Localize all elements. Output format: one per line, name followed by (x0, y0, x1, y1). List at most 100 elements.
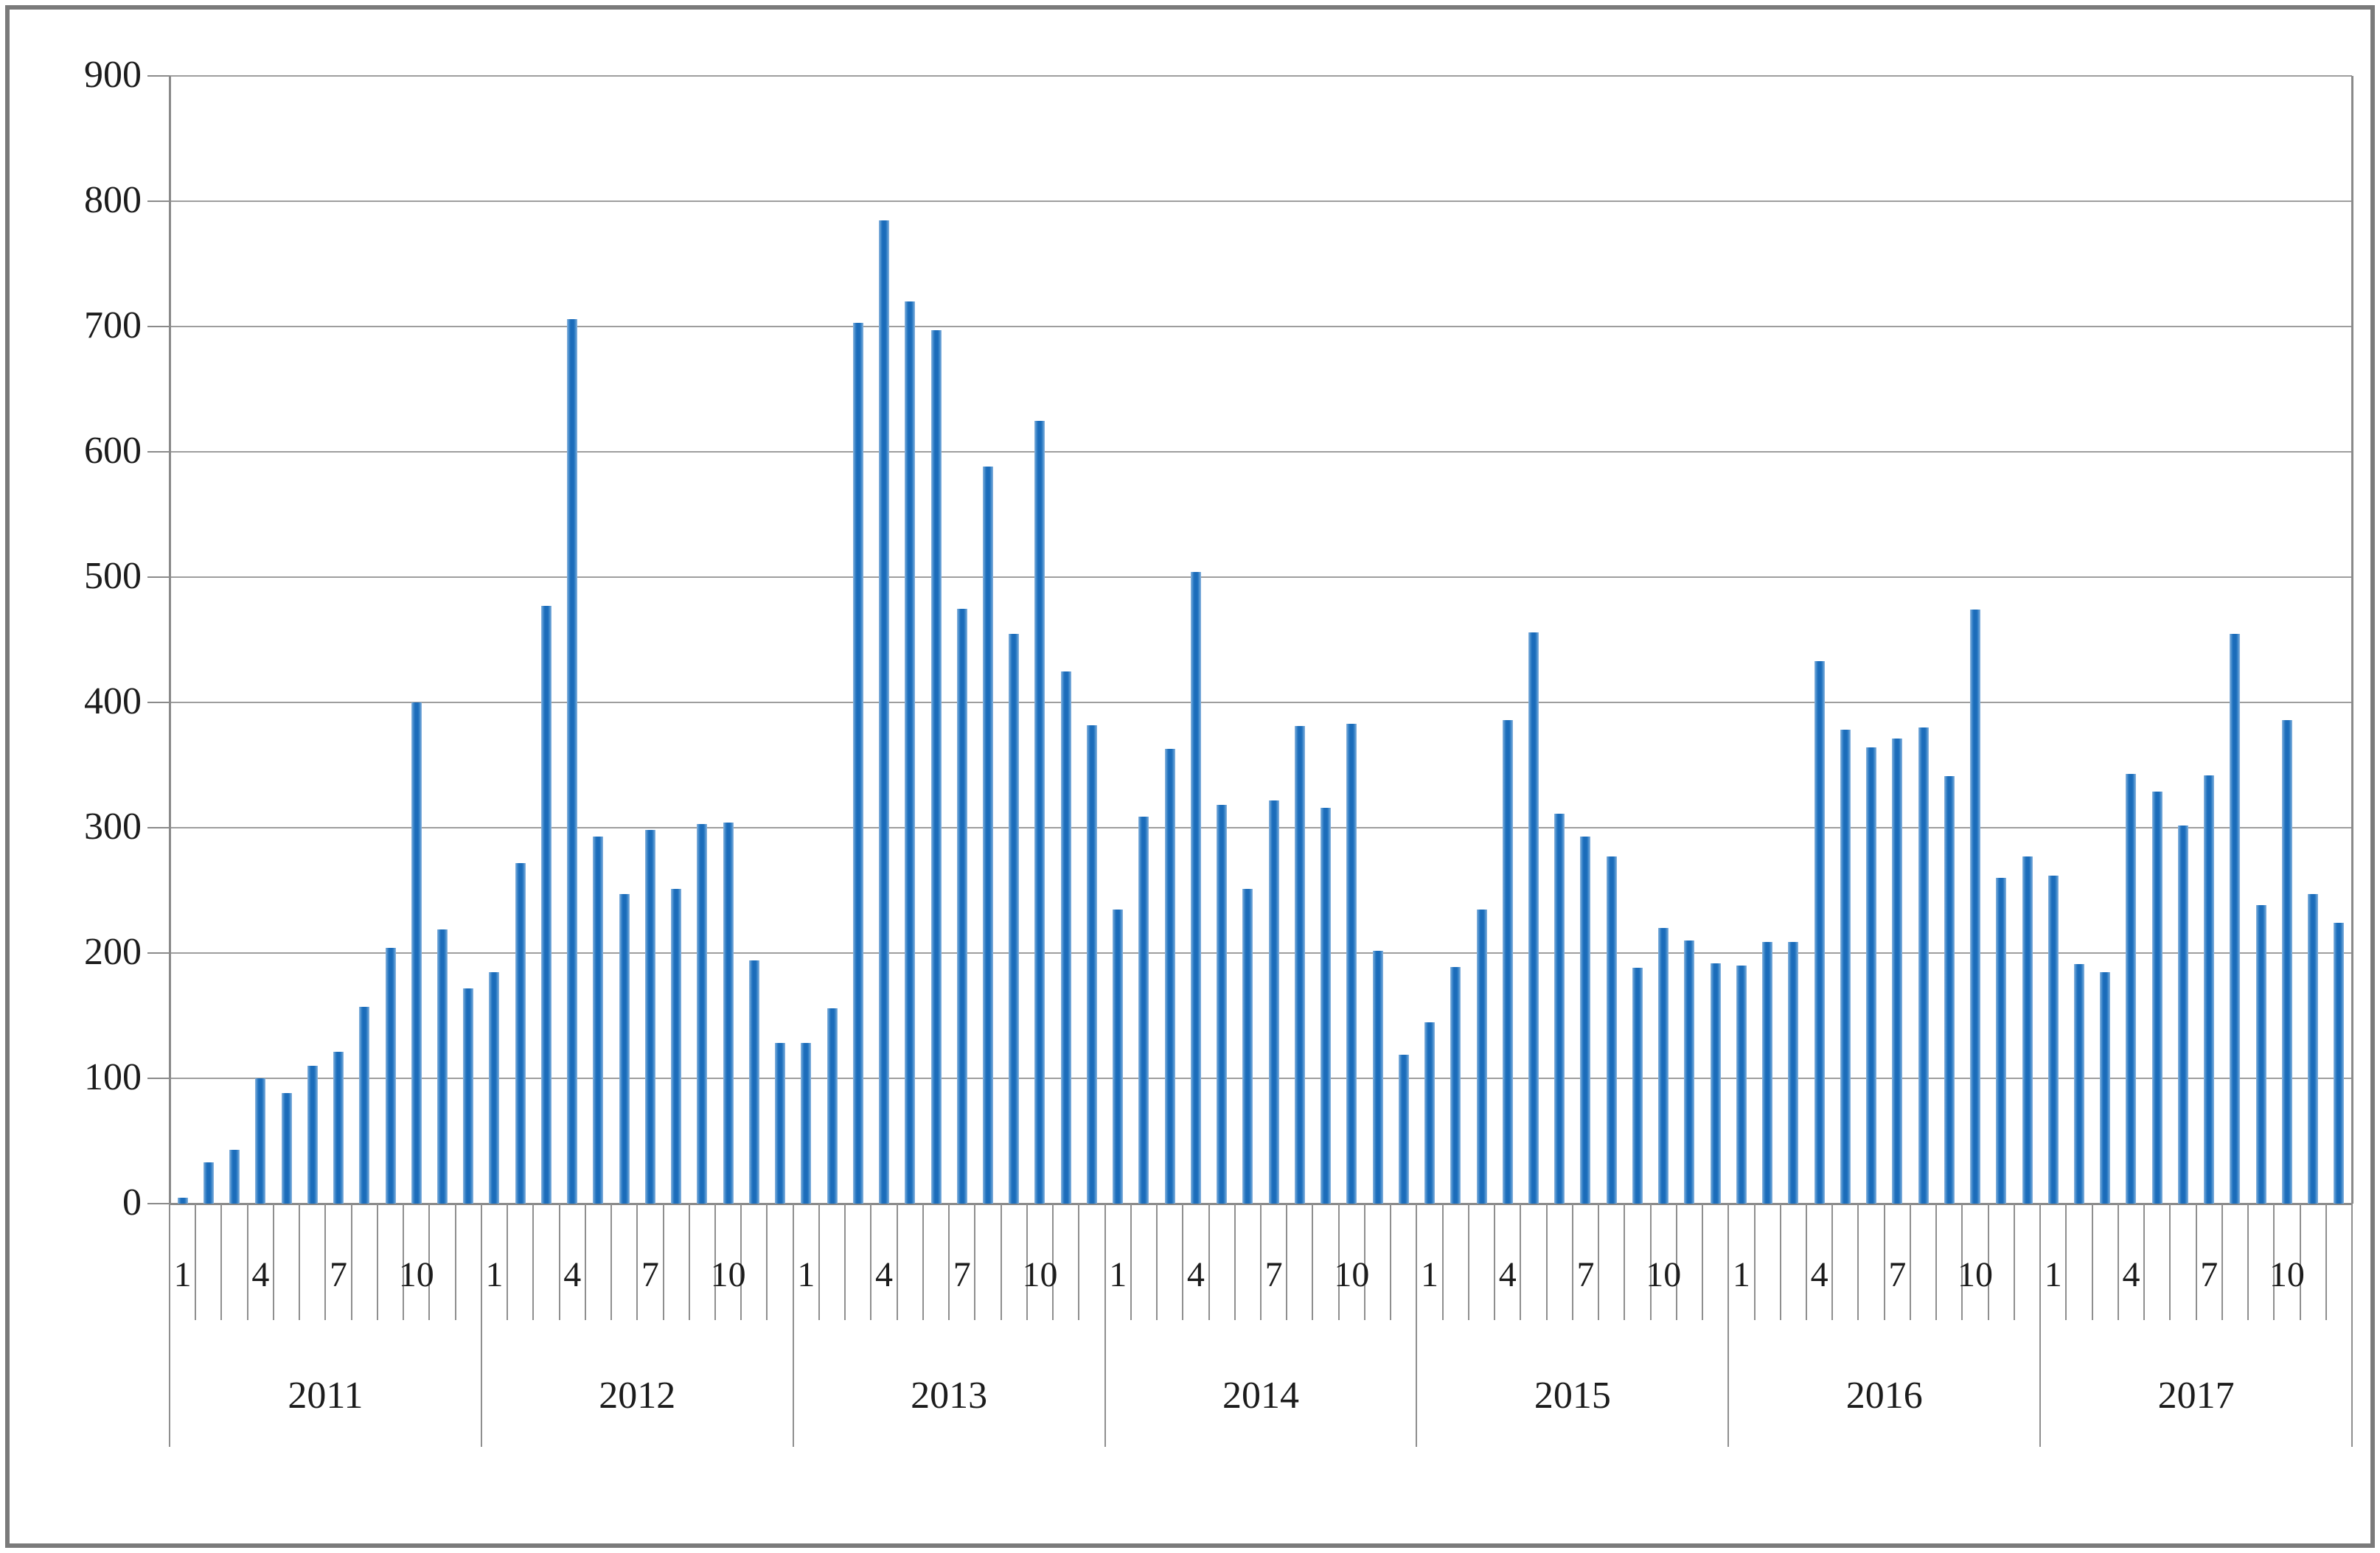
year-label: 2017 (2157, 1375, 2235, 1417)
y-axis-tick (147, 1203, 170, 1204)
bar (671, 889, 682, 1204)
month-boundary-tick (1000, 1204, 1002, 1320)
bar (723, 823, 734, 1204)
month-tick-label: 4 (875, 1255, 894, 1294)
month-tick-label: 7 (1888, 1255, 1907, 1294)
gridline-y-300 (170, 827, 2352, 828)
month-boundary-tick (195, 1204, 197, 1320)
bar (1710, 963, 1721, 1204)
month-boundary-tick (584, 1204, 586, 1320)
year-separator-line (1416, 1204, 1418, 1447)
month-boundary-tick (246, 1204, 248, 1320)
bar (775, 1043, 786, 1204)
month-boundary-tick (2195, 1204, 2197, 1320)
month-boundary-tick (1831, 1204, 1834, 1320)
month-boundary-tick (896, 1204, 898, 1320)
year-label: 2011 (288, 1375, 363, 1417)
month-boundary-tick (350, 1204, 352, 1320)
month-boundary-tick (1130, 1204, 1132, 1320)
month-tick-label: 4 (251, 1255, 270, 1294)
month-boundary-tick (1571, 1204, 1573, 1320)
bar (644, 830, 655, 1204)
y-axis-tick (147, 827, 170, 828)
bar (879, 220, 890, 1204)
bar (307, 1066, 318, 1204)
bar (2151, 791, 2162, 1204)
month-tick-label: 1 (173, 1255, 192, 1294)
bar (1060, 671, 1071, 1204)
month-boundary-tick (558, 1204, 560, 1320)
bar (1840, 730, 1851, 1204)
bar (748, 960, 759, 1204)
y-axis-label: 800 (84, 179, 142, 221)
month-boundary-tick (1753, 1204, 1756, 1320)
bar (359, 1007, 370, 1204)
year-separator-line (169, 1204, 170, 1447)
month-boundary-tick (2221, 1204, 2223, 1320)
month-boundary-tick (1363, 1204, 1365, 1320)
bar (1606, 856, 1617, 1204)
year-separator-line (1104, 1204, 1106, 1447)
month-tick-label: 10 (1022, 1255, 1058, 1294)
bar (1164, 748, 1175, 1204)
bar (2255, 905, 2266, 1204)
month-boundary-tick (636, 1204, 639, 1320)
bar (1684, 940, 1695, 1204)
month-boundary-tick (1675, 1204, 1677, 1320)
bar (1294, 726, 1305, 1204)
bar (1009, 633, 1020, 1204)
month-boundary-tick (1441, 1204, 1444, 1320)
bar (619, 894, 630, 1204)
month-tick-label: 4 (1498, 1255, 1517, 1294)
month-tick-label: 7 (1576, 1255, 1595, 1294)
y-axis-tick (147, 200, 170, 202)
bar (1736, 966, 1747, 1204)
bar (801, 1043, 812, 1204)
month-boundary-tick (818, 1204, 820, 1320)
bar (956, 608, 967, 1204)
month-boundary-tick (1883, 1204, 1885, 1320)
y-axis-label: 200 (84, 931, 142, 973)
month-boundary-tick (1390, 1204, 1392, 1320)
bar (1086, 725, 1097, 1204)
bar (2230, 633, 2241, 1204)
bar (1398, 1054, 1409, 1204)
month-boundary-tick (844, 1204, 846, 1320)
year-label: 2015 (1534, 1375, 1611, 1417)
month-tick-label: 10 (1646, 1255, 1682, 1294)
month-boundary-tick (1598, 1204, 1600, 1320)
bar (1450, 966, 1461, 1204)
month-boundary-tick (324, 1204, 327, 1320)
month-boundary-tick (1806, 1204, 1807, 1320)
bar (411, 702, 422, 1204)
month-boundary-tick (610, 1204, 613, 1320)
bar (333, 1052, 344, 1204)
year-separator-line (792, 1204, 794, 1447)
y-axis-tick (147, 75, 170, 77)
y-axis-label: 300 (84, 806, 142, 848)
gridline-y-900 (170, 75, 2352, 77)
bar (515, 862, 526, 1204)
month-tick-label: 10 (398, 1255, 434, 1294)
gridline-y-100 (170, 1078, 2352, 1079)
year-separator-line (480, 1204, 482, 1447)
bar (1476, 909, 1487, 1204)
y-axis-label: 500 (84, 555, 142, 597)
y-axis-tick (147, 1078, 170, 1079)
y-axis-label: 900 (84, 54, 142, 96)
year-label: 2014 (1222, 1375, 1299, 1417)
gridline-y-600 (170, 451, 2352, 453)
month-tick-label: 4 (563, 1255, 582, 1294)
month-boundary-tick (2013, 1204, 2015, 1320)
bar (1217, 805, 1228, 1204)
month-boundary-tick (974, 1204, 976, 1320)
bar (437, 929, 448, 1204)
month-tick-label: 4 (1810, 1255, 1829, 1294)
bar (229, 1149, 240, 1204)
month-boundary-tick (1702, 1204, 1704, 1320)
month-tick-label: 1 (485, 1255, 504, 1294)
month-boundary-tick (1078, 1204, 1080, 1320)
bar (255, 1078, 266, 1204)
bar (463, 988, 474, 1204)
